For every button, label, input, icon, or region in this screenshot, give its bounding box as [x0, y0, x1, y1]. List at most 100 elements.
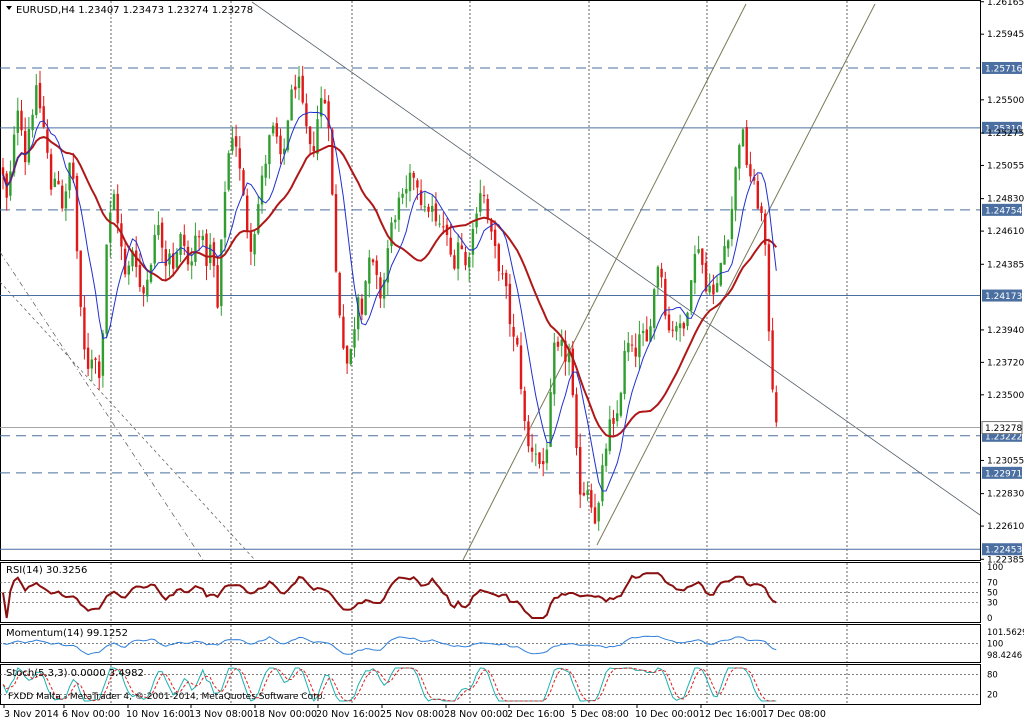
- candle-body: [242, 170, 245, 195]
- price-level-tag: [982, 466, 1022, 479]
- candle-body: [286, 120, 290, 151]
- candle-body: [616, 413, 619, 422]
- candle-body: [316, 119, 319, 154]
- price-axis[interactable]: 1.26165 1.25945 1.25500 1.25275 1.25055 1.248…: [980, 0, 1024, 565]
- current-price-tag: [981, 421, 1023, 435]
- candle-body: [305, 103, 308, 127]
- candle-body: [194, 235, 197, 262]
- candle-body: [53, 178, 56, 187]
- rsi-line: [2, 572, 777, 619]
- fib-fan-line[interactable]: [0, 281, 256, 561]
- candle-body: [338, 272, 341, 316]
- trendlines[interactable]: [0, 1, 981, 561]
- candle-body: [660, 268, 663, 278]
- candle-body: [764, 213, 767, 245]
- candle-body: [634, 347, 637, 357]
- candle-body: [360, 298, 364, 315]
- horizontal-levels[interactable]: 1.25716 1.25310 1.24754 1.24173 1.23222 1.229…: [0, 61, 1023, 556]
- candle-body: [434, 203, 438, 222]
- candle-body: [775, 392, 778, 423]
- dropdown-triangle-icon[interactable]: [6, 6, 12, 10]
- candle-body: [46, 129, 49, 153]
- price-level-label: 1.23222: [985, 432, 1022, 442]
- candle-body: [682, 323, 685, 329]
- candle-body: [131, 250, 134, 267]
- candle-body: [579, 447, 582, 495]
- candle-body: [453, 255, 456, 269]
- stochastic-pane[interactable]: 80 20 Stoch(5,3,3) 0.0000 3.4982 FXDD Mal…: [0, 664, 998, 705]
- rsi-levels: [0, 581, 980, 604]
- candle-body: [597, 502, 600, 522]
- candle-body: [112, 194, 116, 211]
- candle-body: [375, 260, 378, 275]
- channel-lower-line[interactable]: [462, 3, 747, 561]
- candle-body: [160, 222, 164, 248]
- candle-body: [767, 244, 771, 332]
- fib-fan-line[interactable]: [0, 251, 204, 561]
- price-pane-border: [0, 0, 981, 561]
- candle-body: [168, 253, 171, 265]
- candle-body: [564, 340, 567, 362]
- candle-body: [271, 125, 275, 134]
- candle-body: [442, 226, 445, 228]
- candle-body: [205, 233, 208, 267]
- candle-body: [175, 252, 179, 268]
- y-tick-label: 1.23720: [987, 358, 1024, 368]
- candle-body: [308, 126, 312, 145]
- price-pane[interactable]: 1.25716 1.25310 1.24754 1.24173 1.23222 1.229…: [0, 0, 1024, 565]
- candle-body: [567, 349, 571, 363]
- candle-body: [327, 101, 330, 129]
- candle-body: [519, 345, 523, 390]
- candle-body: [49, 154, 53, 190]
- x-tick-label: 28 Nov 00:00: [444, 709, 508, 720]
- candle-body: [638, 334, 641, 358]
- candle-body: [701, 248, 704, 265]
- x-tick-label: 20 Nov 16:00: [316, 709, 380, 720]
- rsi-tick-label: 50: [987, 589, 998, 599]
- candle-body: [42, 106, 45, 128]
- x-tick-label: 18 Nov 00:00: [253, 709, 317, 720]
- candle-body: [630, 344, 634, 346]
- y-tick-label: 1.23940: [987, 326, 1024, 336]
- candle-body: [349, 348, 352, 365]
- candle-body: [209, 244, 212, 264]
- candle-body: [560, 339, 563, 346]
- price-level-label: 1.25716: [985, 64, 1022, 74]
- candle-body: [9, 171, 12, 196]
- current-price-label: 1.23278: [985, 424, 1022, 434]
- candle-body: [641, 331, 645, 333]
- y-tick-label: 1.26165: [987, 0, 1024, 8]
- candle-body: [534, 453, 537, 455]
- candle-body: [249, 232, 253, 252]
- candle-body: [604, 448, 608, 466]
- candle-body: [105, 244, 108, 334]
- candle-body: [164, 249, 167, 266]
- candle-body: [75, 176, 79, 252]
- candle-body: [312, 146, 315, 152]
- price-level-tag: [982, 121, 1022, 134]
- candle-body: [501, 273, 504, 275]
- candle-body: [353, 329, 356, 348]
- candle-body: [493, 229, 497, 247]
- y-tick-label: 1.23055: [987, 456, 1024, 466]
- candle-body: [575, 394, 578, 449]
- candle-body: [98, 361, 101, 378]
- stochastic-pane-border: [0, 664, 981, 705]
- candle-body: [460, 245, 463, 250]
- candle-body: [231, 138, 234, 151]
- candle-body: [549, 392, 552, 447]
- candle-body: [623, 350, 626, 394]
- channel-upper-line[interactable]: [596, 3, 876, 546]
- candle-body: [464, 251, 467, 266]
- momentum-tick-label: 98.4246: [987, 651, 1022, 661]
- candle-body: [283, 148, 286, 155]
- candle-body: [412, 172, 415, 178]
- candle-body: [264, 163, 267, 178]
